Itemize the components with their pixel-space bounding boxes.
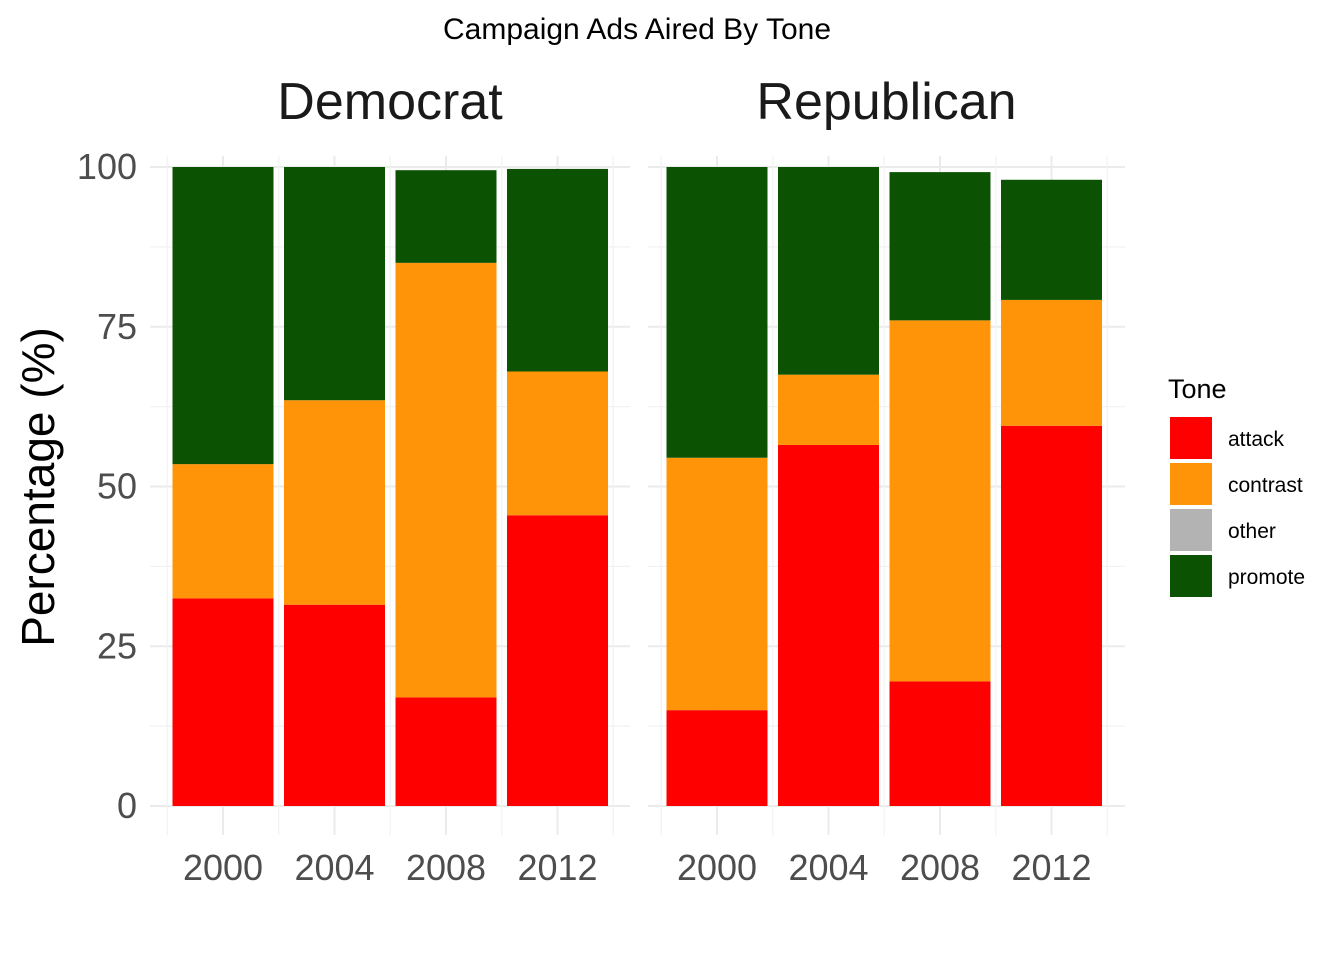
bar-promote-2000 [172,167,274,465]
x-tick-label: 2004 [788,847,868,888]
x-tick-label: 2000 [183,847,263,888]
bar-contrast-2008 [889,320,991,682]
x-tick-label: 2012 [1011,847,1091,888]
legend-swatch-attack [1170,417,1212,459]
bar-contrast-2008 [395,262,497,698]
bar-attack-2008 [889,681,991,806]
legend: Tone attack contrast other promote [1168,374,1305,597]
chart-title: Campaign Ads Aired By Tone [443,13,831,46]
legend-label-other: other [1228,520,1276,543]
bar-contrast-2012 [507,371,608,516]
x-tick-label: 2008 [900,847,980,888]
bar-contrast-2012 [1001,299,1102,426]
bar-attack-2004 [284,604,385,806]
bar-attack-2008 [395,697,497,806]
bar-attack-2012 [507,515,608,806]
y-tick-label: 100 [77,146,137,187]
bar-promote-2004 [778,167,879,375]
legend-label-attack: attack [1228,428,1285,451]
legend-swatch-contrast [1170,463,1212,505]
bar-contrast-2004 [284,400,385,605]
bar-attack-2000 [666,710,768,806]
panel-democrat: Democrat 2000 2004 2008 2012 0 25 50 75 100 [77,73,630,888]
legend-label-promote: promote [1228,566,1305,589]
y-tick-label: 50 [97,466,137,507]
facet-title: Democrat [277,73,503,131]
bar-promote-2012 [507,168,608,372]
bar-promote-2008 [395,170,497,263]
y-tick-label: 0 [117,785,137,826]
legend-swatch-other [1170,509,1212,551]
panels: Democrat 2000 2004 2008 2012 0 25 50 75 100 Republ… [77,73,1125,888]
y-tick-label: 25 [97,625,137,666]
bar-contrast-2000 [666,457,768,711]
bar-contrast-2004 [778,374,879,445]
facet-title: Republican [756,73,1016,131]
legend-swatch-promote [1170,555,1212,597]
bar-attack-2004 [778,444,879,806]
y-tick-label: 75 [97,306,137,347]
x-tick-label: 2004 [294,847,374,888]
bar-promote-2000 [666,167,768,458]
bar-promote-2004 [284,167,385,401]
x-tick-label: 2000 [677,847,757,888]
bar-attack-2012 [1001,425,1102,806]
x-tick-label: 2008 [406,847,486,888]
legend-label-contrast: contrast [1228,474,1303,497]
bar-attack-2000 [172,598,274,806]
y-axis-label: Percentage (%) [12,327,64,647]
legend-title: Tone [1168,374,1227,404]
bar-promote-2012 [1001,179,1102,300]
bar-promote-2008 [889,172,991,321]
panel-republican: Republican 2000 2004 2008 2012 [648,73,1125,888]
bar-contrast-2000 [172,464,274,599]
x-tick-label: 2012 [517,847,597,888]
